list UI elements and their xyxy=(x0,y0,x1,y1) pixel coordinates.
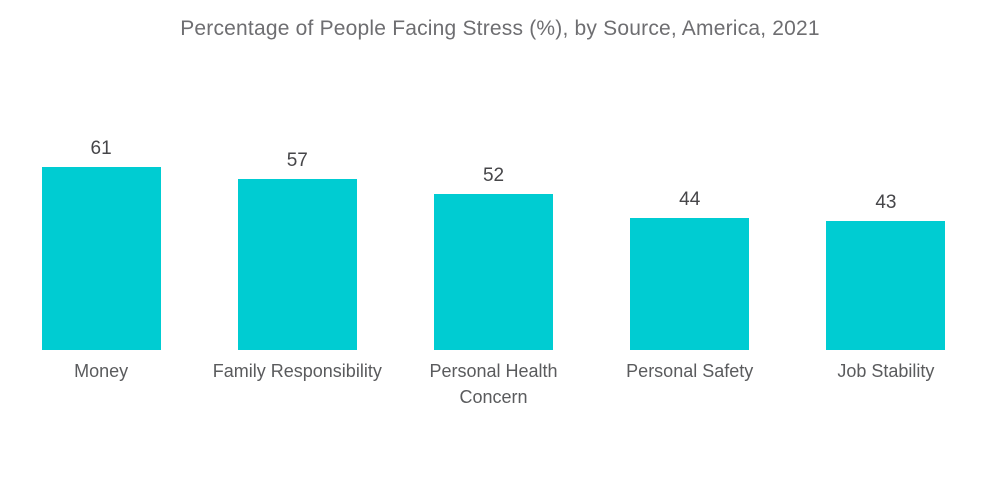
category-label: Personal Safety xyxy=(626,361,754,381)
bar xyxy=(237,179,357,350)
bar xyxy=(630,218,750,350)
bar xyxy=(826,221,946,350)
bar-group: 61 xyxy=(3,0,199,350)
bar-value-label: 61 xyxy=(90,138,112,159)
bar-value-label: 44 xyxy=(679,189,701,210)
bar-value-label: 52 xyxy=(482,165,505,186)
bar xyxy=(41,167,161,350)
chart-title: Percentage of People Facing Stress (%), … xyxy=(180,17,820,40)
bar-group: 57 xyxy=(199,0,395,350)
category-label: Family Responsibility xyxy=(212,361,382,381)
category-label: Personal Health Concern xyxy=(429,361,558,407)
category-label: Money xyxy=(74,361,129,381)
category-label: Job Stability xyxy=(837,361,935,381)
plot-area: 61 57 52 44 43 xyxy=(3,0,984,350)
bar-group: 52 xyxy=(395,0,591,350)
bar-group: 44 xyxy=(592,0,788,350)
bar-value-label: 57 xyxy=(286,150,308,171)
category-axis: Money Family Responsibility Personal Healt… xyxy=(3,358,984,410)
bar-group: 43 xyxy=(788,0,984,350)
bar-value-label: 43 xyxy=(875,192,897,213)
bar xyxy=(434,194,553,350)
